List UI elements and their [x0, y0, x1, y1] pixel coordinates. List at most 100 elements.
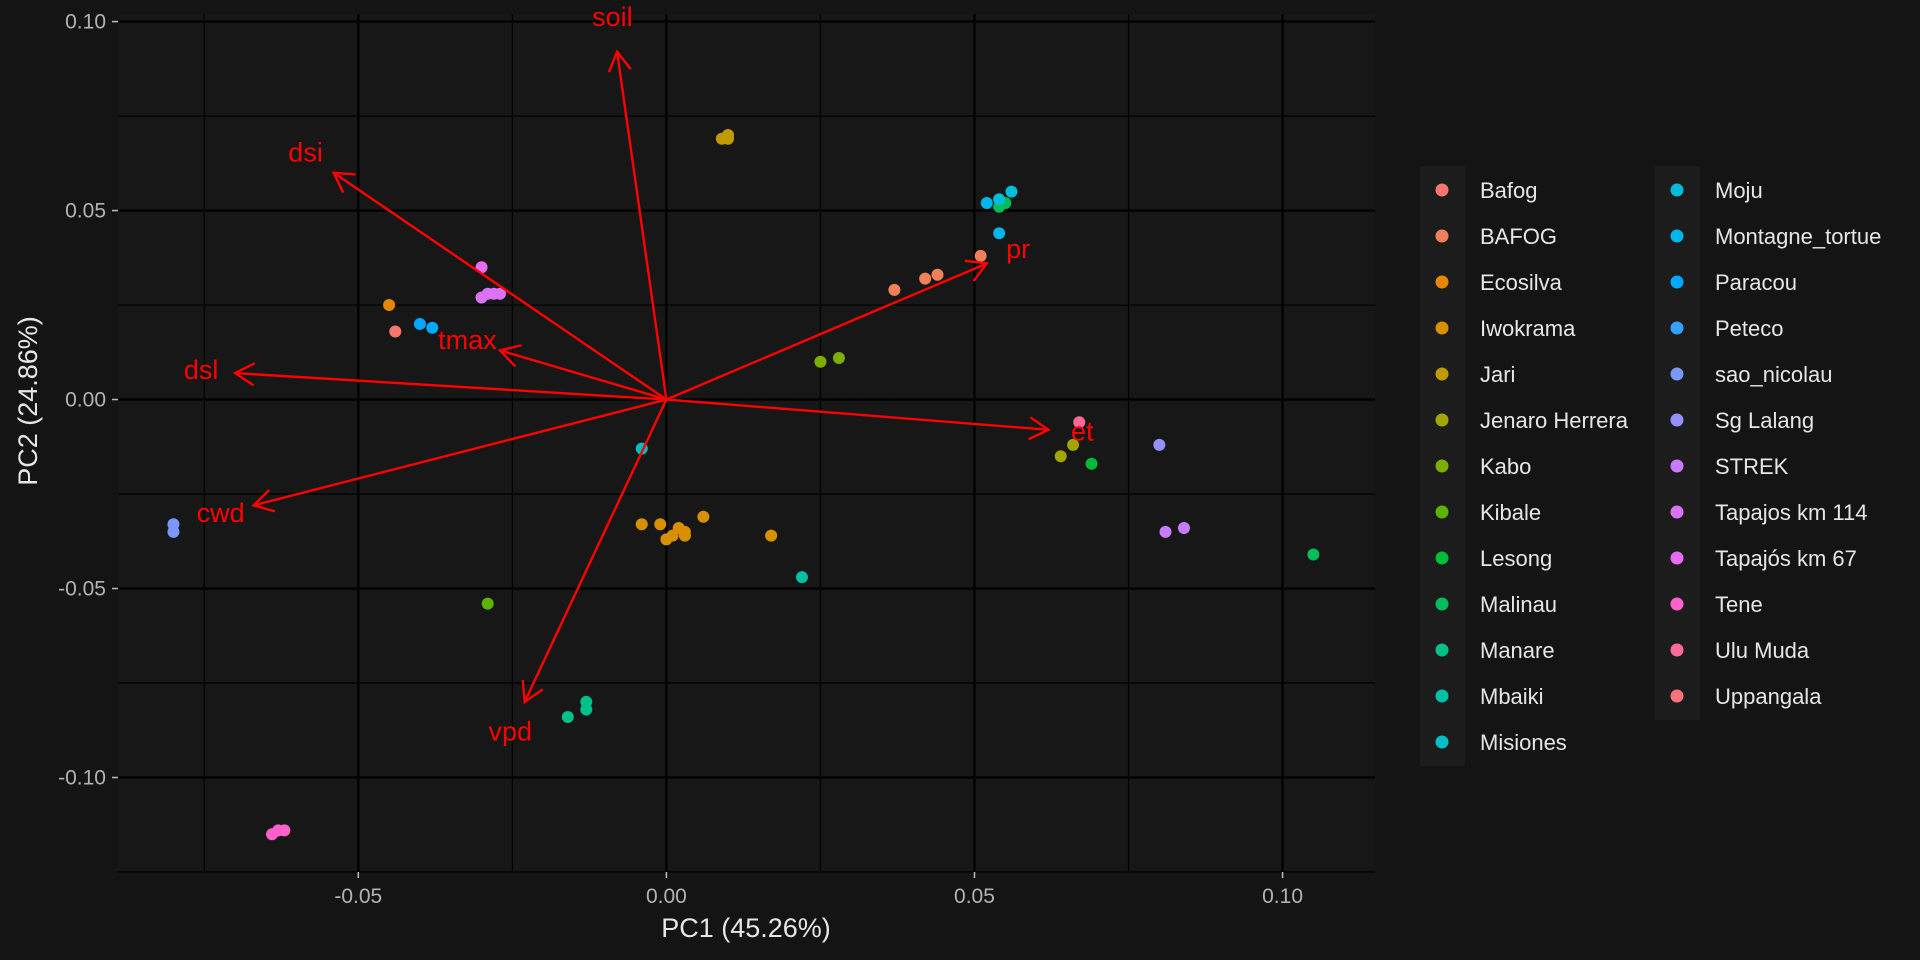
- loading-arrows: soil dsi pr tmax dsl et cwd vpd: [184, 2, 1094, 747]
- data-point: [832, 351, 845, 364]
- legend-key: [1670, 413, 1684, 427]
- x-axis-title: PC1 (45.26%): [661, 913, 831, 943]
- data-point: [888, 283, 901, 296]
- legend-key: [1435, 275, 1449, 289]
- loading-arrow-tmax: tmax: [438, 325, 667, 401]
- legend-item: Lesong: [1435, 546, 1552, 571]
- legend-label: Uppangala: [1715, 684, 1822, 709]
- legend-key: [1435, 183, 1449, 197]
- loading-arrow-et: et: [666, 398, 1094, 446]
- y-tick-label: 0.05: [65, 200, 106, 223]
- data-point: [1054, 450, 1067, 463]
- legend-item: Ecosilva: [1435, 270, 1563, 295]
- legend-item: STREK: [1670, 454, 1789, 479]
- legend-item: Montagne_tortue: [1670, 224, 1881, 249]
- legend-label: Jenaro Herrera: [1480, 408, 1629, 433]
- legend-label: Malinau: [1480, 592, 1557, 617]
- legend-key: [1670, 643, 1684, 657]
- data-point: [654, 518, 667, 531]
- data-point: [1067, 438, 1080, 451]
- legend-key: [1670, 321, 1684, 335]
- legend-label: Mbaiki: [1480, 684, 1544, 709]
- legend-key: [1435, 459, 1449, 473]
- legend-item: Jenaro Herrera: [1435, 408, 1629, 433]
- legend-item: sao_nicolau: [1670, 362, 1832, 387]
- legend-label: Ecosilva: [1480, 270, 1563, 295]
- legend-key: [1670, 689, 1684, 703]
- legend-item: Tapajos km 114: [1670, 500, 1867, 525]
- legend-item: Ulu Muda: [1670, 638, 1810, 663]
- loading-arrow-dsi: dsi: [288, 138, 668, 401]
- data-point: [426, 321, 439, 334]
- arrow-label: dsl: [184, 355, 219, 385]
- legend-item: Tapajós km 67: [1670, 546, 1857, 571]
- panel-background: [118, 14, 1375, 872]
- legend-item: Kibale: [1435, 500, 1541, 525]
- legend-item: Tene: [1670, 592, 1763, 617]
- legend-label: Manare: [1480, 638, 1555, 663]
- data-point: [765, 529, 778, 542]
- legend-key: [1435, 689, 1449, 703]
- legend-label: Tapajós km 67: [1715, 546, 1857, 571]
- loading-arrow-soil: soil: [592, 2, 668, 400]
- legend-key: [1435, 229, 1449, 243]
- legend-label: Paracou: [1715, 270, 1797, 295]
- data-point: [678, 529, 691, 542]
- data-point: [697, 510, 710, 523]
- data-point: [272, 824, 285, 837]
- arrow-label: soil: [592, 2, 633, 32]
- x-tick-label: 0.00: [646, 885, 687, 908]
- data-point: [494, 287, 507, 300]
- legend-item: Moju: [1670, 178, 1763, 203]
- data-point: [580, 703, 593, 716]
- legend-label: Misiones: [1480, 730, 1567, 755]
- legend-label: Bafog: [1480, 178, 1538, 203]
- legend-label: Kabo: [1480, 454, 1531, 479]
- data-point: [383, 299, 396, 312]
- data-point: [980, 196, 993, 209]
- y-tick-label: 0.10: [65, 11, 106, 34]
- data-point: [1153, 438, 1166, 451]
- legend: Bafog BAFOG Ecosilva Iwokrama Jari Jenaro Her…: [1420, 166, 1881, 766]
- legend-key: [1435, 413, 1449, 427]
- legend-label: Jari: [1480, 362, 1515, 387]
- legend-item: Misiones: [1435, 730, 1567, 755]
- legend-item: Mbaiki: [1435, 684, 1544, 709]
- loading-arrow-pr: pr: [665, 234, 1030, 401]
- arrow-label: et: [1071, 416, 1094, 446]
- legend-key: [1670, 229, 1684, 243]
- legend-label: Sg Lalang: [1715, 408, 1814, 433]
- legend-key: [1435, 643, 1449, 657]
- legend-key: [1670, 597, 1684, 611]
- data-point: [481, 597, 494, 610]
- legend-key: [1435, 597, 1449, 611]
- legend-item: Manare: [1435, 638, 1555, 663]
- data-point: [1177, 522, 1190, 535]
- legend-label: Tene: [1715, 592, 1763, 617]
- legend-key: [1435, 735, 1449, 749]
- arrow-label: tmax: [438, 325, 497, 355]
- arrow-label: vpd: [488, 717, 532, 747]
- legend-label: Tapajos km 114: [1715, 500, 1867, 525]
- data-point: [814, 355, 827, 368]
- legend-label: Montagne_tortue: [1715, 224, 1881, 249]
- legend-key: [1435, 505, 1449, 519]
- loading-arrow-dsl: dsl: [184, 355, 667, 401]
- legend-item: BAFOG: [1435, 224, 1557, 249]
- y-tick-label: 0.00: [65, 389, 106, 412]
- legend-label: Iwokrama: [1480, 316, 1576, 341]
- legend-item: Malinau: [1435, 592, 1557, 617]
- y-tick-label: -0.05: [58, 578, 106, 601]
- legend-label: Ulu Muda: [1715, 638, 1810, 663]
- legend-item: Sg Lalang: [1670, 408, 1814, 433]
- data-point: [919, 272, 932, 285]
- data-point: [993, 227, 1006, 240]
- data-point: [389, 325, 402, 338]
- legend-key: [1670, 183, 1684, 197]
- arrow-label: dsi: [288, 138, 323, 168]
- data-point: [1073, 416, 1086, 429]
- arrow-label: cwd: [197, 498, 245, 528]
- arrow-label: pr: [1006, 234, 1030, 264]
- legend-key-background: [1655, 166, 1700, 720]
